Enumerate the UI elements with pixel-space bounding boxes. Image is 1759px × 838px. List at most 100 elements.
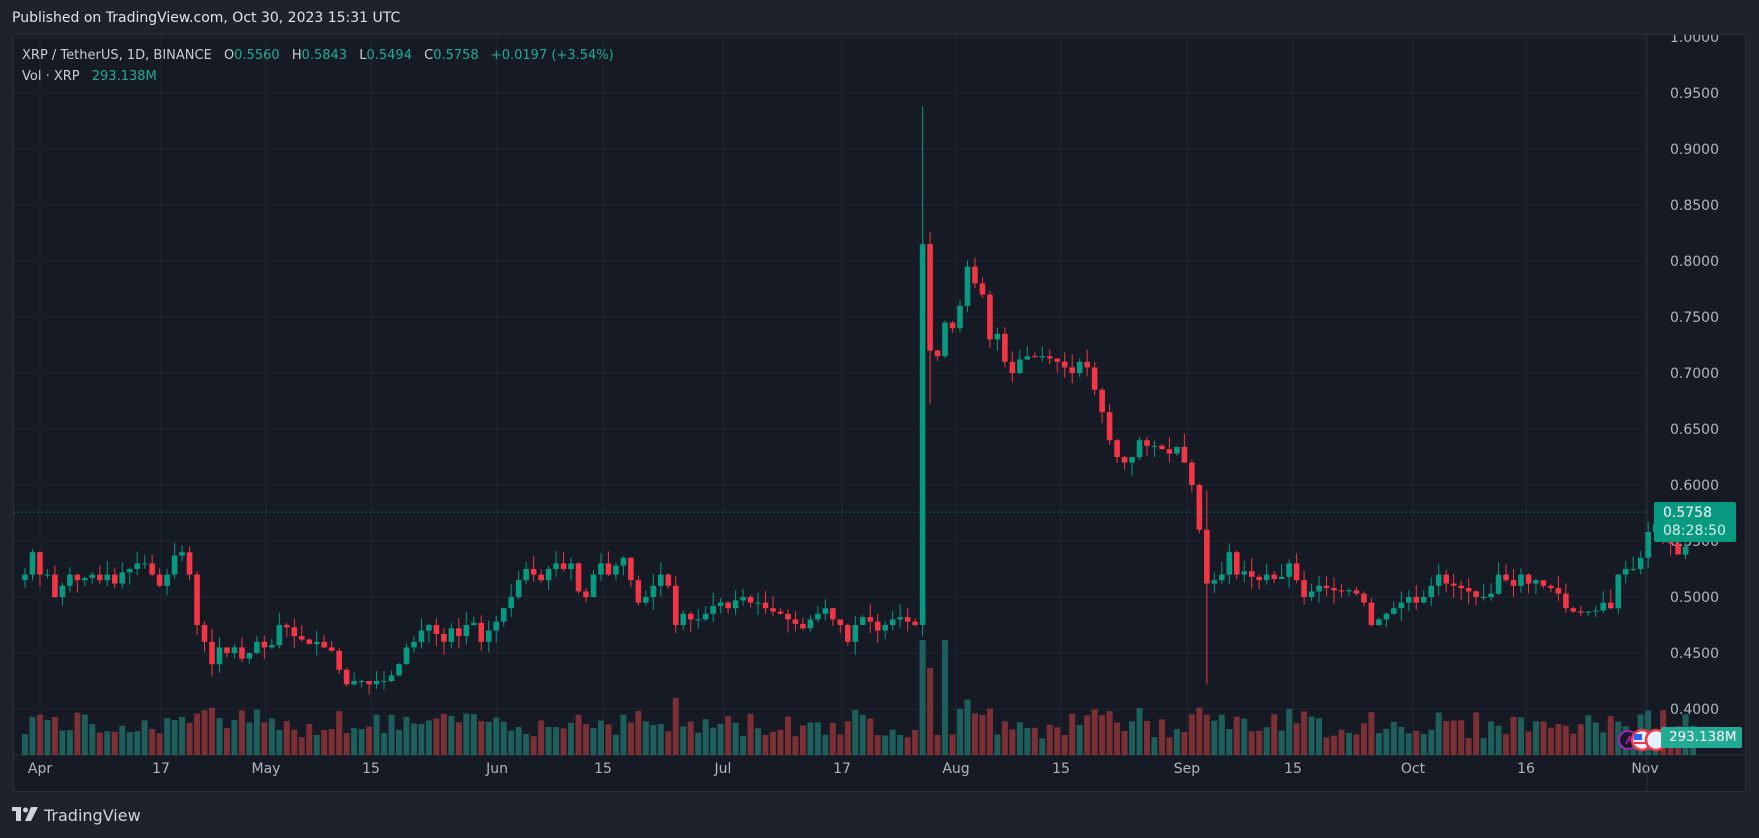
candlestick-chart[interactable]: 1.0000 0.9500 0.9000 0.8500 0.8000 0.7500 0.70… <box>14 35 1745 791</box>
volume-bar <box>306 724 313 755</box>
bearish-candle <box>201 625 208 642</box>
bearish-candle <box>1181 446 1188 463</box>
volume-bar <box>366 726 373 755</box>
symbol-title[interactable]: XRP / TetherUS, 1D, BINANCE <box>22 48 212 63</box>
volume-bar <box>732 722 739 755</box>
bullish-candle <box>485 630 492 642</box>
volume-bar <box>74 712 81 755</box>
volume-bar <box>1271 714 1278 755</box>
bullish-candle <box>508 597 514 609</box>
volume-bar <box>156 733 163 755</box>
bullish-candle <box>710 605 716 614</box>
bearish-candle <box>1578 611 1584 613</box>
price-axis-label: 1.0000 <box>1670 35 1719 46</box>
volume-bar <box>747 713 754 755</box>
volume-bar <box>246 722 253 755</box>
price-axis-label: 0.5000 <box>1670 590 1719 606</box>
bearish-candle <box>1099 389 1105 413</box>
economic-events[interactable] <box>1618 728 1664 752</box>
bullish-candle <box>1308 591 1315 597</box>
volume-bar <box>433 718 440 755</box>
bearish-candle <box>321 641 327 648</box>
bullish-candle <box>358 681 365 682</box>
time-axis-label: Apr <box>28 761 52 777</box>
volume-bar <box>1338 729 1345 755</box>
volume-bar <box>209 707 215 755</box>
bearish-candle <box>298 636 305 640</box>
volume-bar <box>680 726 687 755</box>
bearish-candle <box>972 266 978 284</box>
volume-bar <box>919 640 926 755</box>
volume-bar <box>1547 727 1554 755</box>
bullish-candle <box>231 647 238 653</box>
tradingview-footer[interactable]: TradingView <box>12 806 141 825</box>
volume-bar <box>96 732 103 755</box>
volume-bar <box>904 737 911 755</box>
volume-bar <box>1158 719 1165 755</box>
volume-bar <box>1555 724 1562 755</box>
volume-bar <box>1353 734 1360 755</box>
bearish-candle <box>845 625 851 642</box>
bullish-candle <box>1682 546 1689 555</box>
bullish-candle <box>545 569 552 581</box>
bullish-candle <box>22 574 28 581</box>
volume-bar <box>1173 729 1180 755</box>
volume-value: 293.138M <box>91 69 157 84</box>
bearish-candle <box>927 244 933 351</box>
bearish-candle <box>1301 580 1307 597</box>
bullish-candle <box>807 619 814 629</box>
bullish-candle <box>919 244 926 625</box>
volume-bar <box>1331 735 1337 755</box>
volume-bar <box>358 729 365 755</box>
bearish-candle <box>785 613 791 620</box>
volume-bar <box>822 734 829 755</box>
volume-bar <box>216 718 223 755</box>
volume-bar <box>179 716 186 755</box>
bearish-candle <box>194 574 200 625</box>
volume-bar <box>672 697 679 755</box>
bearish-candle <box>1054 358 1061 362</box>
bullish-candle <box>740 597 746 601</box>
volume-bar <box>321 730 328 755</box>
bullish-candle <box>1219 574 1225 581</box>
volume-bar <box>1592 722 1599 755</box>
bearish-candle <box>1555 588 1562 594</box>
volume-bar <box>1218 714 1225 755</box>
volume-bar <box>725 716 732 755</box>
bearish-candle <box>433 625 440 634</box>
bearish-candle <box>1248 571 1255 577</box>
volume-bar <box>44 719 51 755</box>
low-value: 0.5494 <box>366 48 412 63</box>
bullish-candle <box>44 574 51 576</box>
volume-bar <box>343 733 350 755</box>
bullish-candle <box>1406 597 1412 603</box>
bullish-candle <box>1076 361 1083 373</box>
time-axis-label: Sep <box>1174 761 1201 777</box>
volume-label[interactable]: Vol · XRP <box>22 69 80 84</box>
bearish-candle <box>912 621 918 625</box>
bullish-candle <box>553 563 559 569</box>
bearish-candle <box>239 647 245 659</box>
volume-tag: 293.138M <box>1661 727 1742 748</box>
bullish-candle <box>89 574 96 578</box>
price-axis-label: 0.9500 <box>1670 86 1719 102</box>
volume-bar <box>500 721 507 755</box>
bullish-candle <box>1533 580 1539 584</box>
volume-bar <box>979 714 986 755</box>
bullish-candle <box>373 681 380 685</box>
bullish-candle <box>1645 532 1651 558</box>
open-label: O <box>223 48 235 63</box>
change-value: +0.0197 (+3.54%) <box>490 48 614 63</box>
volume-bar <box>1016 722 1023 755</box>
bearish-candle <box>725 602 731 609</box>
bullish-candle <box>1383 613 1390 620</box>
volume-bar <box>620 714 627 755</box>
volume-bar <box>553 727 560 755</box>
bullish-candle <box>1039 356 1046 358</box>
bullish-candle <box>1480 597 1487 598</box>
volume-bar <box>1465 737 1472 755</box>
volume-bar <box>223 728 230 755</box>
bullish-candle <box>1241 571 1248 575</box>
volume-bar <box>523 734 530 755</box>
bullish-candle <box>717 602 724 606</box>
